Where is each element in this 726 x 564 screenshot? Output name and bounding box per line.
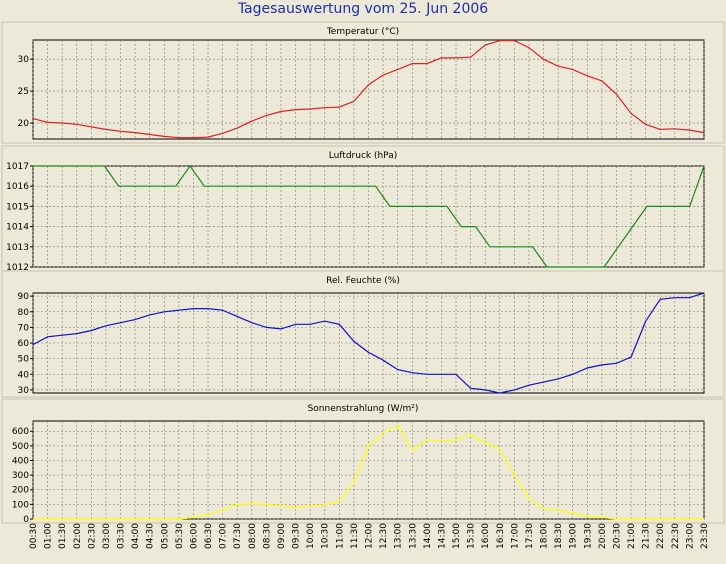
- y-tick-label: 30: [18, 55, 30, 65]
- x-tick-label: 04:00: [131, 523, 141, 549]
- x-tick-label: 22:30: [671, 523, 681, 549]
- x-tick-label: 07:30: [233, 523, 243, 549]
- x-tick-label: 12:00: [365, 523, 375, 549]
- x-tick-label: 15:00: [452, 523, 462, 549]
- x-tick-label: 06:00: [189, 523, 199, 549]
- y-tick-label: 1012: [6, 263, 29, 273]
- y-tick-label: 1017: [6, 162, 29, 172]
- x-tick-label: 15:30: [467, 523, 477, 549]
- series-line: [33, 164, 705, 268]
- series-line: [32, 40, 705, 139]
- x-tick-label: 08:30: [262, 523, 272, 549]
- y-tick-label: 0: [23, 515, 29, 525]
- y-tick-label: 1014: [6, 223, 29, 233]
- x-tick-label: 03:30: [117, 523, 127, 549]
- x-tick-label: 23:30: [700, 523, 710, 549]
- x-tick-label: 04:30: [146, 523, 156, 549]
- x-tick-label: 14:30: [437, 523, 447, 549]
- x-tick-label: 11:30: [350, 523, 360, 549]
- x-tick-label: 10:00: [306, 523, 316, 549]
- y-tick-label: 60: [18, 339, 30, 349]
- x-tick-label: 19:00: [569, 523, 579, 549]
- y-tick-label: 400: [12, 456, 29, 466]
- y-tick-label: 500: [12, 442, 29, 452]
- x-tick-label: 02:30: [87, 523, 97, 549]
- x-tick-label: 05:00: [160, 523, 170, 549]
- y-tick-label: 20: [18, 119, 30, 129]
- x-tick-label: 17:00: [510, 523, 520, 549]
- x-tick-label: 20:30: [612, 523, 622, 549]
- x-tick-label: 16:30: [496, 523, 506, 549]
- page-title: Tagesauswertung vom 25. Jun 2006: [237, 1, 489, 17]
- x-tick-label: 06:30: [204, 523, 214, 549]
- x-tick-label: 08:00: [248, 523, 258, 549]
- y-tick-label: 25: [18, 87, 29, 97]
- series-line: [32, 292, 705, 394]
- y-tick-label: 100: [12, 500, 29, 510]
- series-line: [33, 424, 704, 520]
- y-tick-label: 70: [18, 323, 30, 333]
- y-tick-label: 40: [18, 370, 30, 380]
- x-tick-label: 22:00: [656, 523, 666, 549]
- y-tick-label: 80: [18, 308, 30, 318]
- panel-3: Rel. Feuchte (%) 30 40 50 60 70 80 90: [1, 270, 725, 398]
- y-tick-label: 300: [12, 471, 29, 481]
- y-tick-label: 1013: [6, 243, 29, 253]
- x-tick-label: 18:00: [540, 523, 550, 549]
- panel-frame: [1, 398, 725, 524]
- x-tick-label: 05:30: [175, 523, 185, 549]
- panel-title: Sonnenstrahlung (W/m²): [308, 404, 419, 414]
- y-tick-label: 90: [18, 292, 30, 302]
- x-tick-label: 17:30: [525, 523, 535, 549]
- panel-frame: [1, 21, 725, 144]
- y-tick-label: 1015: [6, 202, 29, 212]
- x-tick-label: 20:00: [598, 523, 608, 549]
- panel-frame: [1, 270, 725, 398]
- y-tick-label: 600: [12, 427, 29, 437]
- panel-title: Temperatur (°C): [326, 27, 399, 37]
- x-tick-label: 23:00: [685, 523, 695, 549]
- x-tick-label: 01:30: [58, 523, 68, 549]
- x-tick-label: 19:30: [583, 523, 593, 549]
- x-tick-label: 02:00: [73, 523, 83, 549]
- x-tick-label: 21:30: [642, 523, 652, 549]
- panel-title: Luftdruck (hPa): [329, 151, 398, 161]
- x-tick-label: 07:00: [219, 523, 229, 549]
- x-tick-label: 16:00: [481, 523, 491, 549]
- x-tick-label: 18:30: [554, 523, 564, 549]
- x-tick-label: 12:30: [379, 523, 389, 549]
- panel-4: Sonnenstrahlung (W/m²) 0 100 200 300 400 500 60…: [1, 398, 725, 525]
- y-tick-label: 50: [18, 355, 30, 365]
- x-tick-label: 14:00: [423, 523, 433, 549]
- panel-title: Rel. Feuchte (%): [326, 276, 400, 286]
- y-tick-label: 1016: [6, 182, 29, 192]
- panel-2: Luftdruck (hPa) 1012 1013 1014 1015 1016 1017: [1, 145, 725, 273]
- y-tick-label: 200: [12, 486, 29, 496]
- x-tick-label: 13:30: [408, 523, 418, 549]
- x-tick-label: 01:00: [44, 523, 54, 549]
- y-tick-label: 30: [18, 386, 30, 396]
- x-tick-label: 11:00: [335, 523, 345, 549]
- x-tick-label: 09:30: [292, 523, 302, 549]
- x-tick-label: 00:30: [29, 523, 39, 549]
- x-tick-label: 13:00: [394, 523, 404, 549]
- x-tick-label: 10:30: [321, 523, 331, 549]
- x-tick-label: 03:00: [102, 523, 112, 549]
- x-tick-label: 09:00: [277, 523, 287, 549]
- x-tick-label: 21:00: [627, 523, 637, 549]
- panel-1: Temperatur (°C) 20 25 30: [1, 21, 725, 144]
